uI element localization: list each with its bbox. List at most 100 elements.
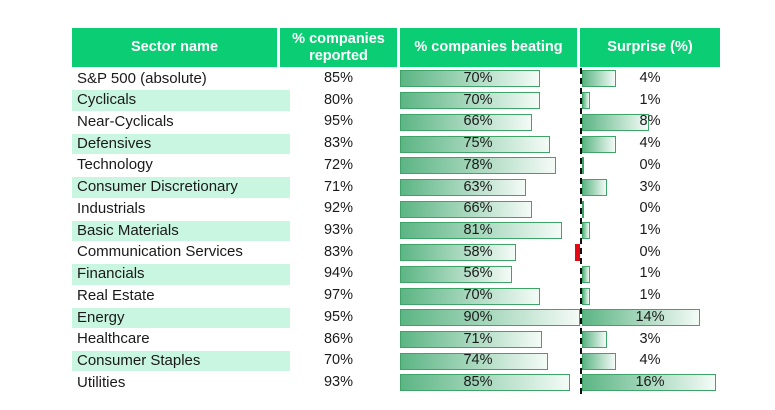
beating-bar xyxy=(400,352,548,370)
pct-beating-cell: 70% xyxy=(400,68,578,90)
beating-value-label: 70% xyxy=(463,70,493,86)
beating-value-label: 85% xyxy=(463,374,493,391)
pct-beating-cell: 74% xyxy=(400,350,578,372)
pct-reported-cell: 93% xyxy=(323,222,354,239)
sector-name-cell: Basic Materials xyxy=(72,220,290,242)
surprise-value-label: 4% xyxy=(639,135,661,152)
beating-value-label: 56% xyxy=(463,265,493,282)
table-row: Communication Services 83% 58% 0% xyxy=(72,242,720,264)
surprise-value-label: 1% xyxy=(639,265,661,282)
beating-bar xyxy=(400,244,516,262)
beating-bar xyxy=(400,331,542,349)
surprise-value-label: 1% xyxy=(639,287,661,304)
surprise-value-label: 4% xyxy=(639,70,661,86)
surprise-cell: 1% xyxy=(580,220,720,242)
beating-value-label: 70% xyxy=(463,91,493,108)
column-header-surprise: Surprise (%) xyxy=(580,28,720,67)
surprise-bar xyxy=(582,287,591,305)
surprise-zero-baseline xyxy=(580,68,582,394)
pct-reported-cell: 86% xyxy=(323,330,354,347)
pct-reported-cell: 93% xyxy=(323,374,354,391)
pct-reported-cell: 95% xyxy=(323,308,354,325)
surprise-cell: 3% xyxy=(580,329,720,351)
sector-name-cell: Near-Cyclicals xyxy=(77,113,174,131)
surprise-value-label: 8% xyxy=(639,113,661,130)
beating-bar xyxy=(400,265,512,283)
surprise-bar xyxy=(575,244,580,262)
table-row: Financials 94% 56% 1% xyxy=(72,263,720,285)
beating-value-label: 75% xyxy=(463,135,493,152)
table-row: Energy 95% 90% 14% xyxy=(72,307,720,329)
surprise-bar xyxy=(582,222,591,240)
surprise-bar xyxy=(582,265,591,283)
beating-bar xyxy=(400,287,540,305)
surprise-cell: 0% xyxy=(580,198,720,220)
surprise-value-label: 1% xyxy=(639,222,661,239)
surprise-value-label: 3% xyxy=(639,178,661,195)
surprise-bar xyxy=(582,309,700,327)
surprise-cell: 1% xyxy=(580,90,720,112)
beating-value-label: 90% xyxy=(463,308,493,325)
surprise-value-label: 4% xyxy=(639,352,661,369)
beating-value-label: 74% xyxy=(463,352,493,369)
pct-reported-cell: 85% xyxy=(323,70,354,86)
pct-beating-cell: 56% xyxy=(400,263,578,285)
surprise-cell: 8% xyxy=(580,111,720,133)
surprise-bar xyxy=(582,178,608,196)
table-row: Consumer Staples 70% 74% 4% xyxy=(72,350,720,372)
pct-beating-cell: 58% xyxy=(400,242,578,264)
surprise-bar xyxy=(582,92,591,110)
table-row: Healthcare 86% 71% 3% xyxy=(72,329,720,351)
surprise-cell: 1% xyxy=(580,263,720,285)
pct-beating-cell: 90% xyxy=(400,307,580,329)
surprise-value-label: 1% xyxy=(639,91,661,108)
surprise-cell: 0% xyxy=(575,242,720,264)
surprise-value-label: 0% xyxy=(639,200,661,217)
pct-reported-cell: 72% xyxy=(323,156,354,173)
surprise-cell: 3% xyxy=(580,177,720,199)
column-header-sector-name: Sector name xyxy=(72,28,277,67)
beating-bar xyxy=(400,135,550,153)
surprise-bar xyxy=(582,70,616,88)
sector-name-cell: Real Estate xyxy=(77,286,155,304)
beating-value-label: 81% xyxy=(463,222,493,239)
surprise-bar xyxy=(582,331,608,349)
column-header-companies-reported: % companies reported xyxy=(280,28,397,67)
table-row: Defensives 83% 75% 4% xyxy=(72,133,720,155)
sector-name-cell: Healthcare xyxy=(77,330,150,348)
pct-beating-cell: 81% xyxy=(400,220,578,242)
beating-value-label: 71% xyxy=(463,330,493,347)
table-row: Basic Materials 93% 81% 1% xyxy=(72,220,720,242)
beating-bar xyxy=(400,200,532,218)
pct-reported-cell: 83% xyxy=(323,135,354,152)
sector-name-cell: Energy xyxy=(72,307,290,328)
pct-beating-cell: 70% xyxy=(400,90,578,112)
pct-reported-cell: 80% xyxy=(323,91,354,108)
pct-reported-cell: 95% xyxy=(323,113,354,130)
table-row: Industrials 92% 66% 0% xyxy=(72,198,720,220)
pct-beating-cell: 66% xyxy=(400,198,578,220)
table-row: Consumer Discretionary 71% 63% 3% xyxy=(72,177,720,199)
sector-name-cell: Utilities xyxy=(77,373,126,391)
pct-beating-cell: 85% xyxy=(400,372,578,394)
surprise-bar xyxy=(582,374,717,392)
beating-bar xyxy=(400,92,540,110)
surprise-bar xyxy=(582,157,584,175)
sector-name-cell: Technology xyxy=(77,156,153,174)
sector-name-cell: Industrials xyxy=(77,199,146,217)
sector-name-cell: Communication Services xyxy=(77,243,243,261)
sector-name-cell: Financials xyxy=(72,264,290,285)
beating-value-label: 63% xyxy=(463,178,493,195)
beating-bar xyxy=(400,374,570,392)
sector-name-cell: Consumer Discretionary xyxy=(72,177,290,198)
pct-reported-cell: 70% xyxy=(323,352,354,369)
beating-bar xyxy=(400,157,556,175)
surprise-cell: 16% xyxy=(580,372,720,394)
pct-reported-cell: 92% xyxy=(323,200,354,217)
table-row: Cyclicals 80% 70% 1% xyxy=(72,90,720,112)
table-body: S&P 500 (absolute) 85% 70% 4% Cyclicals 80% 70… xyxy=(72,68,720,394)
surprise-bar xyxy=(582,352,616,370)
sector-name-cell: Defensives xyxy=(72,133,290,155)
beating-value-label: 66% xyxy=(463,113,493,130)
